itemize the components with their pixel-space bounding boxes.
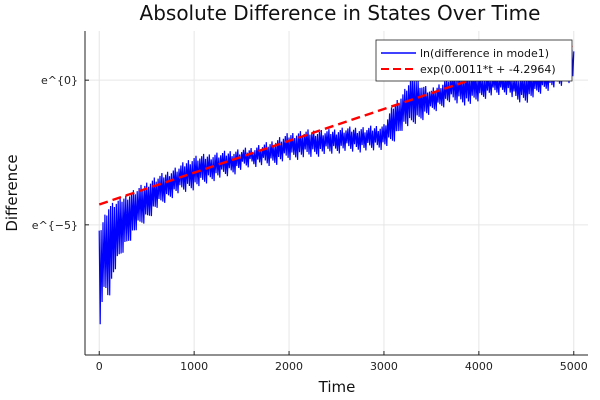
x-tick-label: 4000 xyxy=(465,360,493,373)
x-tick-label: 2000 xyxy=(275,360,303,373)
x-tick-label: 5000 xyxy=(560,360,588,373)
axes xyxy=(84,31,588,356)
x-tick-label: 0 xyxy=(96,360,103,373)
series-line-mode1 xyxy=(98,49,575,325)
legend-label-2: exp(0.0011*t + -4.2964) xyxy=(420,63,556,76)
tick-labels: 0 1000 2000 3000 4000 5000 e^{−5} e^{0} xyxy=(32,74,588,373)
legend: ln(difference in mode1) exp(0.0011*t + -… xyxy=(375,39,573,82)
legend-label-1: ln(difference in mode1) xyxy=(420,47,549,60)
chart-title: Absolute Difference in States Over Time xyxy=(140,1,541,25)
x-axis-title: Time xyxy=(318,378,356,396)
x-tick-label: 1000 xyxy=(180,360,208,373)
x-tick-label: 3000 xyxy=(370,360,398,373)
y-tick-label: e^{−5} xyxy=(32,219,78,232)
y-tick-label: e^{0} xyxy=(41,74,78,87)
y-axis-title: Difference xyxy=(3,154,21,231)
legend-box xyxy=(375,39,573,82)
plot-area xyxy=(98,44,575,325)
